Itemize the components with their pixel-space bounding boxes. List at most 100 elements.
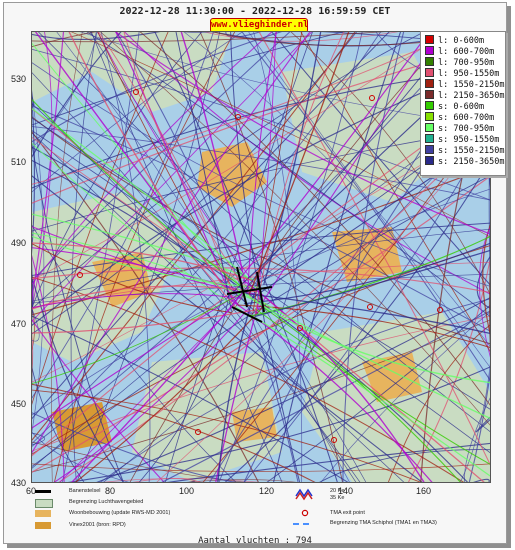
flight-track [32, 95, 35, 106]
flight-track [100, 32, 151, 482]
period-title: 2022-12-28 11:30:00 - 2022-12-28 16:59:5… [119, 6, 391, 17]
flight-track [32, 32, 382, 445]
flight-track [32, 32, 97, 48]
airport-boundary-label: Begrenzing Luchthavengebied [69, 499, 144, 505]
legend-item: s: 0-600m [425, 101, 485, 112]
flight-track [32, 308, 259, 334]
legend-item: s: 700-950m [425, 123, 494, 134]
flight-track [32, 142, 242, 312]
flight-track [175, 32, 232, 312]
flight-track [154, 32, 338, 482]
legend-item: l: 2150-3650m [425, 90, 505, 101]
flight-track [263, 32, 322, 285]
flight-track [32, 89, 45, 434]
flight-track [32, 32, 203, 309]
flight-track [62, 32, 140, 482]
x-tick-160: 160 [416, 486, 432, 496]
map-legend: Banenstelsel Begrenzing Luchthavengebied… [31, 485, 491, 537]
land-area [32, 32, 232, 112]
flight-track [254, 308, 490, 465]
legend-item: s: 600-700m [425, 112, 494, 123]
flight-track [243, 242, 490, 305]
flight-track [252, 32, 303, 315]
flight-track [475, 416, 490, 433]
map-frame: 2022-12-28 11:30:00 - 2022-12-28 16:59:5… [3, 2, 507, 546]
flight-track [71, 290, 245, 482]
legend-swatch [425, 68, 434, 77]
flight-track [100, 32, 490, 426]
tma-exit-label: TMA exit point [330, 510, 365, 516]
x-tick-100: 100 [179, 486, 195, 496]
flight-track [254, 32, 345, 314]
flight-track [241, 32, 490, 382]
flight-track [342, 32, 405, 482]
flight-track [482, 224, 490, 336]
flight-track [32, 105, 490, 332]
legend-swatch [425, 112, 434, 121]
legend-swatch [425, 79, 434, 88]
flight-track [32, 107, 250, 280]
housing-label: Woonbebouwing (update RWS-MD 2001) [69, 510, 171, 516]
flight-track [32, 463, 490, 472]
legend-label: l: 2150-3650m [438, 91, 505, 101]
flight-track [115, 32, 299, 482]
flight-track [32, 32, 311, 454]
legend-item: l: 700-950m [425, 57, 494, 68]
flight-track [100, 298, 490, 482]
flight-track [32, 432, 46, 446]
flight-track [257, 32, 443, 310]
flight-track [32, 32, 472, 447]
flight-track [97, 32, 255, 284]
flight-track [32, 222, 490, 277]
flight-track [32, 175, 423, 482]
flight-track [32, 32, 448, 281]
flight-track [32, 175, 490, 467]
flight-track [479, 227, 490, 358]
flight-track [32, 254, 65, 482]
flight-track [32, 32, 291, 282]
x-tick-120: 120 [259, 486, 275, 496]
flight-track [90, 32, 283, 482]
flight-track [115, 32, 234, 302]
flight-track [32, 32, 273, 285]
flight-track [32, 32, 98, 149]
legend-swatch [425, 57, 434, 66]
tma-exit-icon [301, 509, 309, 517]
legend-label: s: 0-600m [438, 102, 485, 112]
flight-track [476, 255, 490, 309]
kw35-label: 35 Ke [330, 495, 345, 501]
flight-track [32, 267, 490, 294]
flight-track [32, 289, 248, 385]
x-tick-140: 140 [338, 486, 354, 496]
tma-exit-points [77, 89, 443, 443]
legend-item: l: 950-1550m [425, 68, 500, 79]
flight-track [70, 32, 490, 238]
flight-track [230, 32, 301, 482]
flight-track [32, 98, 242, 288]
flight-track [32, 108, 236, 308]
flight-track [139, 32, 490, 406]
vinex-label: Vinex2001 (bron: RPD) [69, 522, 126, 528]
y-tick-490: 490 [11, 238, 27, 248]
flight-track [203, 32, 399, 42]
flight-track [254, 249, 490, 318]
legend-swatch [425, 145, 434, 154]
housing-area [362, 352, 422, 402]
legend-label: s: 1550-2150m [438, 146, 505, 156]
flight-track [290, 32, 490, 295]
flight-track [32, 228, 490, 302]
legend-item: s: 950-1550m [425, 134, 499, 145]
y-tick-530: 530 [11, 74, 27, 84]
vinex-swatch [35, 522, 51, 529]
flight-track [129, 32, 453, 482]
flight-track [256, 32, 277, 315]
flight-track [132, 478, 201, 482]
flight-track [199, 32, 343, 482]
legend-label: l: 950-1550m [438, 69, 500, 79]
legend-item: l: 0-600m [425, 35, 484, 46]
kw20-label: 20 Ke [330, 488, 345, 494]
land-area [282, 52, 462, 202]
noise-contour-icon [295, 488, 313, 501]
flight-track [460, 362, 490, 482]
runway-system [226, 266, 273, 323]
